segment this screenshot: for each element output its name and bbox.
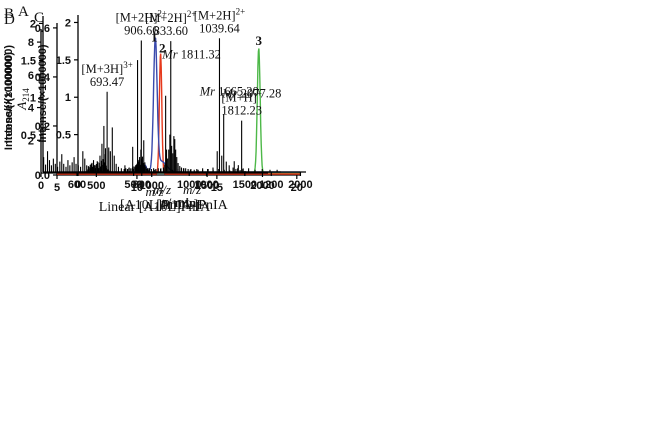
mass-annotation: 1812.23 (221, 104, 262, 118)
svg-text:6: 6 (28, 70, 34, 82)
svg-text:0: 0 (38, 180, 44, 192)
mass-annotation: Mr 2077.28 (221, 87, 281, 101)
mass-annotation: [M+2H]2+ (145, 9, 196, 25)
svg-text:10: 10 (131, 182, 143, 194)
svg-text:4: 4 (28, 103, 35, 115)
svg-text:2000: 2000 (250, 180, 274, 192)
mass-annotation: 906.66 (124, 23, 158, 37)
svg-text:500: 500 (87, 180, 105, 192)
panel-c-label: C (34, 10, 45, 26)
mass-annotation: [M+3H]3+ (81, 60, 132, 76)
panel-d-label: D (4, 12, 15, 28)
svg-text:0: 0 (75, 179, 81, 191)
svg-text:1.5: 1.5 (21, 56, 36, 68)
x-axis-label: m/z (183, 182, 201, 197)
svg-text:2: 2 (28, 135, 34, 147)
svg-text:800: 800 (133, 179, 151, 191)
svg-text:2000: 2000 (288, 179, 312, 191)
svg-text:500: 500 (124, 179, 142, 191)
y-axis-label: A214 (14, 88, 31, 111)
svg-text:0.5: 0.5 (56, 130, 71, 142)
mass-annotation: Mr 1811.32 (161, 47, 221, 61)
x-axis-label: m/z (145, 184, 163, 199)
panel-b-mass-spectrum: B 0 500 1000 1500 2000 2 4 6 8 [M+2H]2+ 906.66 Mr 1… (0, 0, 332, 220)
svg-text:2: 2 (65, 17, 71, 29)
panel-a-label: A (18, 4, 29, 20)
svg-text:1200: 1200 (259, 179, 283, 191)
panel-d-caption: [A10L]PnIA-F (120, 198, 204, 213)
x-axis-label: m/z (153, 182, 171, 197)
trace-number-label: 2 (159, 40, 166, 55)
panel-c-caption: [A10L]PnIA (156, 198, 228, 213)
series-trace-2-red (57, 53, 300, 175)
panel-b-label: B (4, 6, 15, 22)
svg-text:2: 2 (30, 18, 36, 30)
mass-annotation: Mr 1665.20 (199, 85, 259, 99)
panel-b-caption: Linear [A10L]PnIA (98, 200, 211, 215)
svg-text:1500: 1500 (195, 180, 219, 192)
mass-annotation: [M+H]+ (221, 89, 262, 105)
mass-spectrum-plot-fluorescent: 600 800 1000 12000.511.52[M+3H]3+693.47[M+2… (3, 6, 284, 197)
y-axis-label: Intense/(×1000000) (3, 45, 15, 143)
mass-annotation: 693.47 (90, 75, 124, 89)
panel-d-mass-spectrum: D 600 800 1000 1200 0.5 1 1.5 2 [M+3H]3+ 693.47 [M… (0, 0, 332, 220)
svg-text:1000: 1000 (177, 179, 201, 191)
svg-text:1000: 1000 (139, 180, 163, 192)
svg-text:1: 1 (30, 93, 36, 105)
svg-text:1500: 1500 (233, 179, 257, 191)
mass-annotation: [M+2H]2+ (194, 6, 245, 22)
svg-text:5: 5 (54, 182, 60, 194)
mass-annotation: 1039.64 (199, 21, 240, 35)
svg-text:20: 20 (291, 182, 303, 194)
svg-text:1.5: 1.5 (56, 55, 71, 67)
trace-number-label: 3 (256, 33, 263, 48)
trace-number-label: 1 (151, 29, 158, 44)
mass-annotation: 833.60 (154, 24, 188, 38)
svg-text:8: 8 (28, 37, 34, 49)
svg-text:0.5: 0.5 (21, 130, 36, 142)
svg-text:15: 15 (211, 182, 223, 194)
svg-text:600: 600 (68, 179, 86, 191)
y-axis-label: Intense/(×1000000) (3, 52, 15, 150)
x-axis-label: t / min (161, 195, 197, 210)
mass-annotation: [M+2H]2+ (116, 8, 167, 24)
svg-text:1000: 1000 (194, 179, 218, 191)
svg-text:1: 1 (65, 92, 71, 104)
